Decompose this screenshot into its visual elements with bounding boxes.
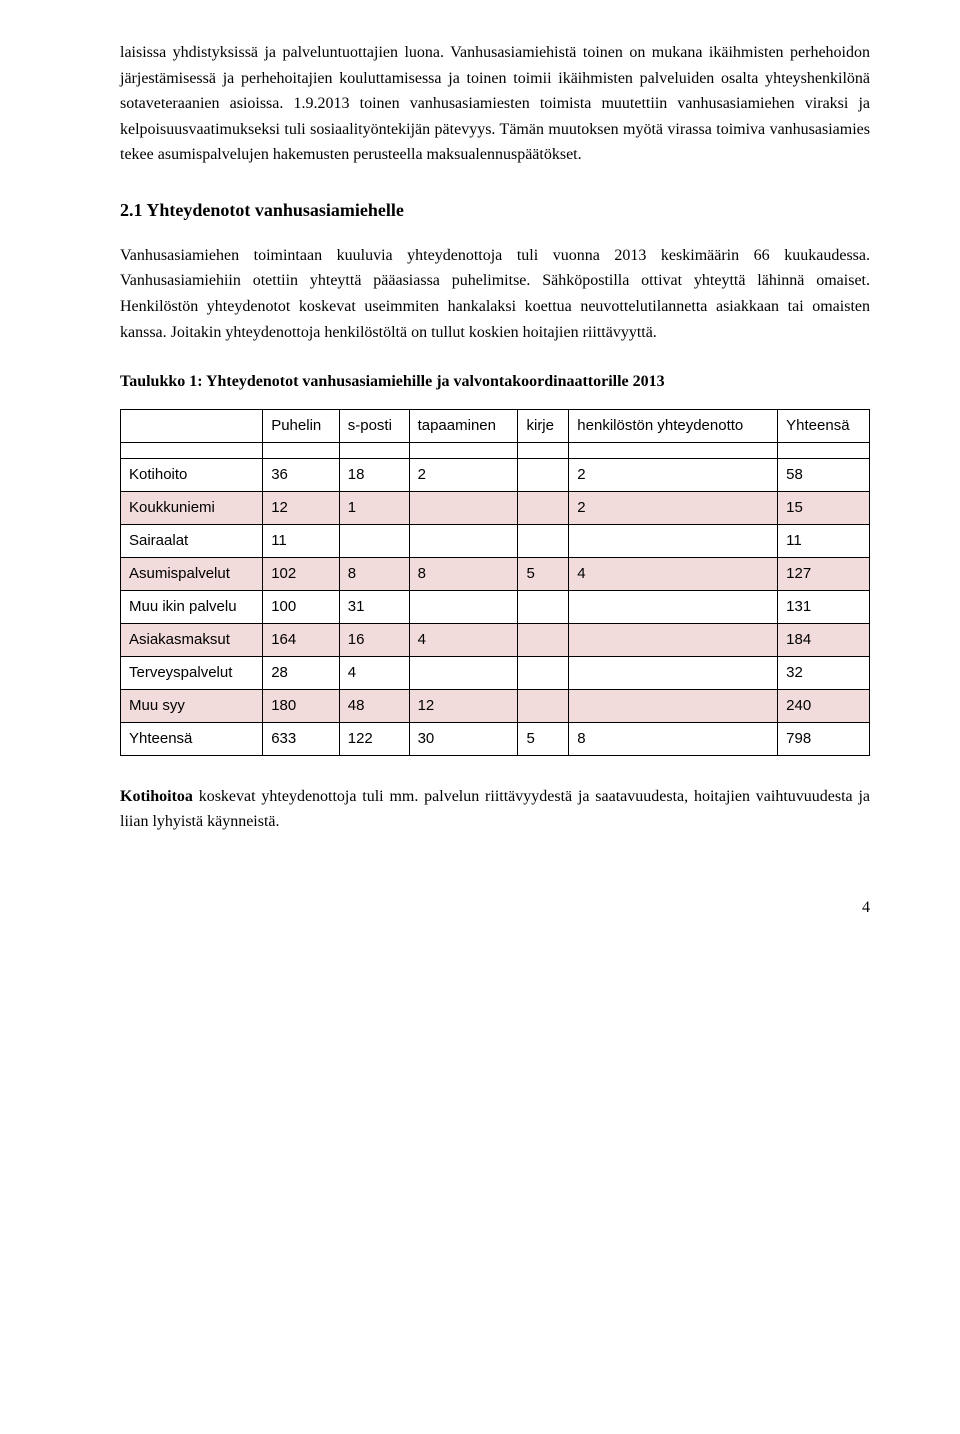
table-cell: 31 [339, 590, 409, 623]
table-cell: 32 [778, 656, 870, 689]
table-cell [778, 442, 870, 458]
table-row: Yhteensä6331223058798 [121, 722, 870, 755]
table-row-label: Asiakasmaksut [121, 623, 263, 656]
paragraph-1: laisissa yhdistyksissä ja palveluntuotta… [120, 40, 870, 168]
table-cell: 180 [263, 689, 340, 722]
table-header-cell: Yhteensä [778, 409, 870, 442]
table-cell: 2 [569, 491, 778, 524]
table-header-cell [121, 409, 263, 442]
table-cell [518, 442, 569, 458]
table-row-label: Sairaalat [121, 524, 263, 557]
table-cell [518, 656, 569, 689]
table-row-label: Koukkuniemi [121, 491, 263, 524]
table-cell: 122 [339, 722, 409, 755]
table-cell: 2 [409, 458, 518, 491]
table-cell: 102 [263, 557, 340, 590]
table-cell [569, 590, 778, 623]
table-cell [339, 524, 409, 557]
table-cell: 184 [778, 623, 870, 656]
table-cell: 8 [409, 557, 518, 590]
table-row: Sairaalat1111 [121, 524, 870, 557]
table-row: Asiakasmaksut164164184 [121, 623, 870, 656]
table-cell: 1 [339, 491, 409, 524]
contacts-table: Puhelin s-posti tapaaminen kirje henkilö… [120, 409, 870, 756]
table-cell: 127 [778, 557, 870, 590]
table-row: Koukkuniemi121215 [121, 491, 870, 524]
table-row-label: Muu syy [121, 689, 263, 722]
table-cell [518, 689, 569, 722]
table-cell: 16 [339, 623, 409, 656]
table-cell [263, 442, 340, 458]
table-cell: 12 [409, 689, 518, 722]
table-cell [569, 656, 778, 689]
table-cell: 2 [569, 458, 778, 491]
table-row-label: Asumispalvelut [121, 557, 263, 590]
paragraph-3-rest: koskevat yhteydenottoja tuli mm. palvelu… [120, 788, 870, 831]
table-cell [569, 524, 778, 557]
table-row-label: Yhteensä [121, 722, 263, 755]
table-cell: 4 [569, 557, 778, 590]
table-cell [339, 442, 409, 458]
table-cell: 633 [263, 722, 340, 755]
table-cell: 18 [339, 458, 409, 491]
table-cell: 48 [339, 689, 409, 722]
table-row-label: Terveyspalvelut [121, 656, 263, 689]
section-heading: 2.1 Yhteydenotot vanhusasiamiehelle [120, 196, 870, 225]
table-cell: 798 [778, 722, 870, 755]
table-cell [409, 590, 518, 623]
paragraph-3: Kotihoitoa koskevat yhteydenottoja tuli … [120, 784, 870, 835]
table-cell [121, 442, 263, 458]
table-cell [518, 491, 569, 524]
table-title: Taulukko 1: Yhteydenotot vanhusasiamiehi… [120, 369, 870, 395]
table-cell: 11 [263, 524, 340, 557]
table-header-cell: s-posti [339, 409, 409, 442]
table-cell [409, 491, 518, 524]
table-cell: 28 [263, 656, 340, 689]
table-cell [518, 590, 569, 623]
table-cell [409, 656, 518, 689]
kotihoito-bold: Kotihoitoa [120, 788, 193, 805]
table-cell: 58 [778, 458, 870, 491]
table-cell [409, 442, 518, 458]
table-cell: 5 [518, 722, 569, 755]
table-cell: 8 [339, 557, 409, 590]
table-cell [518, 524, 569, 557]
table-cell: 15 [778, 491, 870, 524]
table-cell: 30 [409, 722, 518, 755]
table-cell: 12 [263, 491, 340, 524]
table-cell [409, 524, 518, 557]
page-number: 4 [120, 895, 870, 921]
table-cell: 8 [569, 722, 778, 755]
paragraph-2: Vanhusasiamiehen toimintaan kuuluvia yht… [120, 243, 870, 345]
table-cell [518, 623, 569, 656]
table-cell: 4 [339, 656, 409, 689]
table-cell: 131 [778, 590, 870, 623]
table-cell: 100 [263, 590, 340, 623]
table-row: Kotihoito36182258 [121, 458, 870, 491]
table-cell: 164 [263, 623, 340, 656]
table-cell: 11 [778, 524, 870, 557]
table-cell: 36 [263, 458, 340, 491]
table-row: Muu ikin palvelu10031 131 [121, 590, 870, 623]
table-cell [569, 442, 778, 458]
table-spacer-row [121, 442, 870, 458]
table-header-cell: kirje [518, 409, 569, 442]
table-header-cell: Puhelin [263, 409, 340, 442]
table-header-cell: tapaaminen [409, 409, 518, 442]
table-cell: 240 [778, 689, 870, 722]
table-row-label: Kotihoito [121, 458, 263, 491]
table-row: Muu syy1804812 240 [121, 689, 870, 722]
table-header-cell: henkilöstön yhteydenotto [569, 409, 778, 442]
table-header-row: Puhelin s-posti tapaaminen kirje henkilö… [121, 409, 870, 442]
table-row: Asumispalvelut1028854127 [121, 557, 870, 590]
table-cell: 5 [518, 557, 569, 590]
table-cell [569, 623, 778, 656]
table-row: Terveyspalvelut284 32 [121, 656, 870, 689]
table-cell [518, 458, 569, 491]
table-row-label: Muu ikin palvelu [121, 590, 263, 623]
table-cell: 4 [409, 623, 518, 656]
table-cell [569, 689, 778, 722]
